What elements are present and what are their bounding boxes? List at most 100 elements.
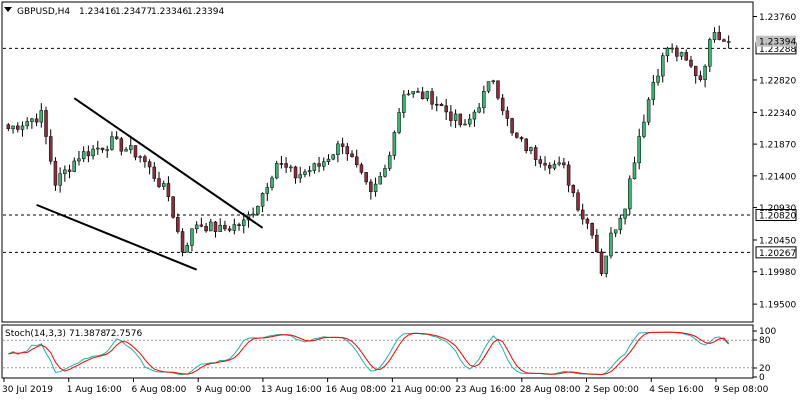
candle-body: [486, 81, 491, 92]
candle-body: [675, 47, 679, 57]
candle-body: [312, 163, 317, 171]
candle-body: [571, 184, 576, 194]
candle-body: [500, 97, 505, 112]
candle-body: [665, 47, 670, 56]
candle-body: [152, 166, 157, 179]
candle-body: [693, 65, 698, 76]
candle-body: [364, 172, 368, 183]
candle-body: [67, 169, 72, 172]
candle-body: [670, 47, 674, 50]
candle-body: [133, 145, 138, 158]
candle-body: [105, 149, 109, 151]
candle-body: [595, 234, 599, 253]
candle-body: [331, 154, 335, 160]
candle-body: [350, 153, 354, 158]
stochastic-main-value: 71.3878: [69, 329, 106, 339]
candle-body: [171, 196, 175, 218]
candle-body: [185, 245, 189, 253]
stoch-level-100: 100: [759, 327, 776, 337]
candle-body: [557, 162, 561, 165]
candle-body: [373, 183, 378, 192]
price-pane: [1, 1, 754, 323]
price-tick-label: 1.21870: [759, 141, 796, 151]
level-label-box: [755, 246, 797, 259]
candle-body: [96, 147, 100, 150]
candle-body: [425, 91, 430, 100]
candle-body: [510, 118, 514, 134]
candle-body: [453, 113, 458, 121]
candle-body: [552, 163, 557, 169]
current-price-label: 1.23394: [759, 38, 796, 48]
candle-body: [369, 181, 373, 192]
price-tick-label: 1.22820: [759, 76, 796, 86]
candle-body: [147, 161, 152, 168]
candle-body: [303, 171, 307, 175]
candle-body: [265, 187, 270, 194]
time-tick-label: 28 Aug 08:00: [520, 385, 581, 395]
candle-body: [213, 221, 218, 232]
time-tick-label: 1 Aug 16:00: [67, 385, 122, 395]
time-tick-label: 9 Aug 00:00: [196, 385, 251, 395]
candle-body: [110, 136, 114, 150]
candle-body: [77, 158, 81, 162]
candle-body: [482, 91, 486, 109]
candle-body: [599, 251, 604, 274]
stochastic-signal-value: 72.7576: [105, 329, 142, 339]
symbol-label: GBPUSD,H4: [17, 7, 70, 17]
candle-body: [11, 125, 15, 129]
stoch-level-80: 80: [759, 336, 771, 346]
candle-body: [590, 222, 594, 236]
level-label-box: [755, 209, 797, 221]
time-tick-label: 6 Aug 08:00: [131, 385, 186, 395]
candle-body: [6, 124, 11, 129]
time-tick-label: 9 Sep 08:00: [714, 385, 769, 395]
candle-body: [129, 145, 133, 150]
stochastic-levels: [3, 339, 752, 369]
candle-body: [336, 143, 340, 155]
candle-body: [25, 121, 29, 127]
candle-body: [39, 110, 44, 123]
trendline[interactable]: [36, 203, 198, 271]
triangle-down-icon[interactable]: [4, 7, 12, 12]
chart-header: GBPUSD,H4 1.23416 1.23477 1.23346 1.2339…: [4, 7, 224, 17]
candle-body: [260, 193, 265, 207]
price-axis: 1.23288 1.20820 1.20267 1.23394 1.23760 1.228…: [753, 13, 797, 311]
candle-body: [378, 176, 383, 185]
candle-body: [322, 161, 326, 167]
level-label: 1.20820: [759, 212, 796, 222]
candle-body: [496, 80, 500, 99]
trendline[interactable]: [73, 97, 264, 229]
candle-body: [34, 118, 39, 123]
candle-body: [703, 65, 707, 80]
trendlines: [36, 97, 264, 271]
candle-body: [505, 110, 510, 119]
candle-body: [435, 103, 439, 106]
candle-body: [194, 224, 199, 230]
candle-body: [637, 136, 641, 164]
stochastic-label: Stoch(14,3,3): [5, 329, 66, 339]
candle-body: [223, 224, 227, 230]
candle-body: [477, 107, 481, 113]
candle-body: [392, 132, 397, 156]
candle-body: [307, 170, 312, 173]
candle-body: [114, 136, 119, 139]
candle-body: [684, 52, 689, 61]
candle-body: [256, 205, 260, 215]
time-tick-label: 4 Sep 16:00: [649, 385, 704, 395]
candle-body: [548, 164, 552, 169]
candle-body: [345, 146, 350, 155]
candle-body: [660, 55, 665, 77]
candle-body: [166, 183, 171, 198]
candle-body: [180, 231, 185, 253]
candle-body: [199, 224, 204, 227]
candle-body: [53, 160, 58, 186]
candle-body: [279, 163, 284, 165]
candle-body: [326, 158, 331, 162]
stoch-level-20: 20: [759, 364, 771, 374]
candle-body: [458, 113, 463, 126]
candle-body: [618, 217, 623, 231]
candle-body: [576, 192, 580, 211]
candle-body: [204, 226, 208, 232]
candle-body: [463, 123, 467, 126]
price-tick-label: 1.22340: [759, 109, 796, 119]
